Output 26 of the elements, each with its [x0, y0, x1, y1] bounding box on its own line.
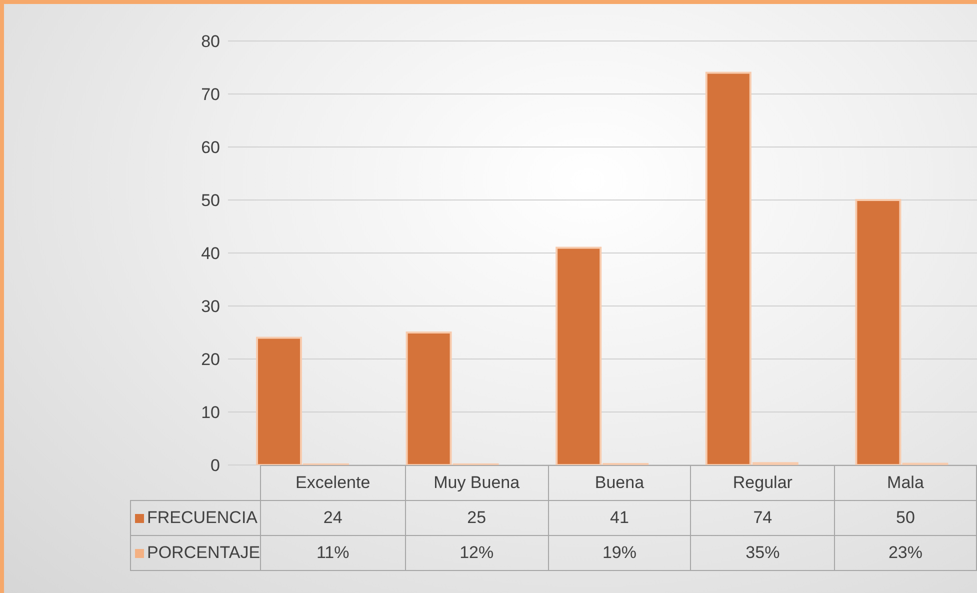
y-tick-label: 0 — [210, 456, 220, 476]
text: FRECUENCIA — [130, 500, 261, 536]
x-tick-label: Regular — [690, 466, 834, 500]
y-tick-label: 30 — [201, 297, 220, 316]
data-label: 74 — [690, 500, 834, 536]
y-tick-label: 40 — [201, 244, 220, 264]
data-label: 35% — [690, 536, 834, 570]
data-label: 19% — [548, 536, 691, 570]
x-tick-label: Muy Buena — [405, 466, 548, 500]
data-label: 50 — [834, 500, 976, 536]
data-label: 25 — [405, 500, 548, 536]
data-label: 41 — [548, 500, 691, 536]
y-tick-label: 10 — [201, 403, 220, 422]
data-label: 12% — [405, 536, 548, 570]
x-tick-label: Mala — [834, 466, 976, 500]
y-tick-label: 70 — [201, 85, 220, 104]
y-tick-label: 50 — [201, 191, 220, 210]
y-tick-label: 60 — [201, 138, 220, 158]
x-tick-label: Excelente — [260, 466, 406, 500]
data-label: 23% — [834, 536, 976, 570]
y-tick-label: 20 — [201, 350, 220, 370]
data-label: 11% — [260, 536, 406, 570]
x-tick-label: Buena — [548, 466, 691, 500]
data-label: 24 — [260, 500, 406, 536]
y-tick-label: 80 — [201, 32, 220, 52]
legend-label: PORCENTAJE — [130, 536, 261, 570]
